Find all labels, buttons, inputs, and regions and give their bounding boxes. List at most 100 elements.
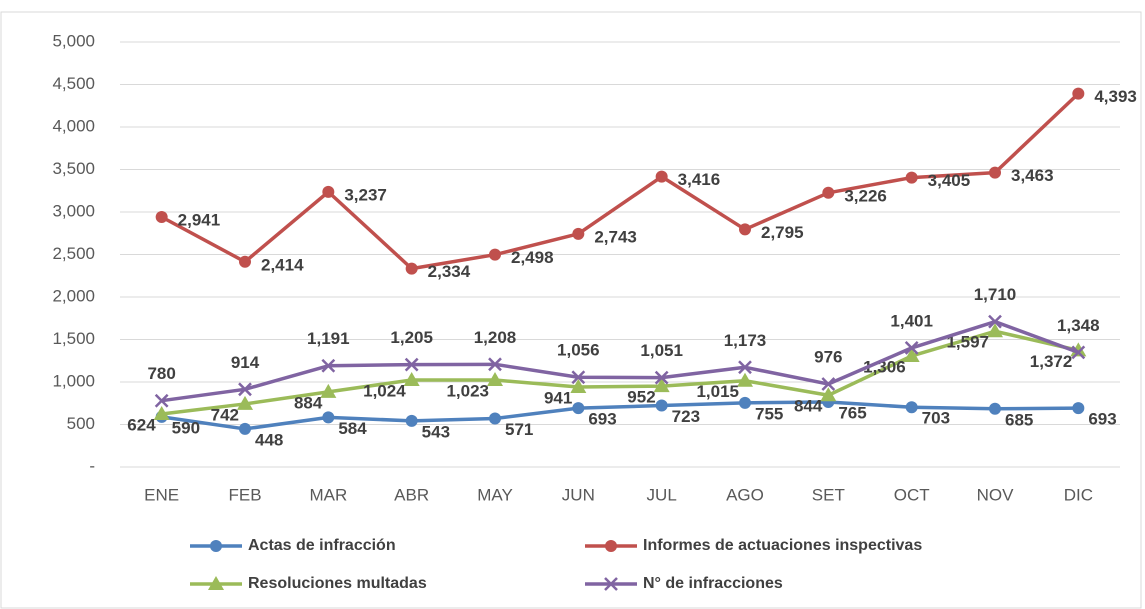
marker [655,399,668,412]
data-label: 1,051 [640,341,683,360]
legend-label: N° de infracciones [643,575,783,592]
marker [903,347,920,362]
legend-label: Actas de infracción [248,537,396,554]
data-label: 624 [127,415,156,434]
marker [739,223,751,236]
marker [571,370,586,385]
marker [653,378,670,393]
marker [239,255,251,268]
data-label: 2,334 [428,262,471,281]
marker [210,540,222,552]
data-label: 1,015 [696,382,739,401]
marker [572,402,585,415]
data-label: 2,941 [178,210,221,229]
series-line [160,92,1080,271]
marker [989,166,1001,179]
marker [655,170,668,183]
marker [822,186,835,199]
data-label: 844 [794,397,823,416]
data-label: 1,205 [390,328,433,347]
marker [405,262,418,275]
marker [155,211,168,224]
data-label: 2,414 [261,255,304,274]
marker [237,395,253,410]
y-tick-label: 3,000 [52,201,95,220]
marker [487,372,503,387]
marker [208,576,224,590]
marker [489,412,501,425]
data-label: 2,795 [761,223,804,242]
data-label: 914 [231,353,260,372]
chart-border [0,11,1142,609]
data-label: 1,024 [363,381,406,400]
data-label: 693 [588,410,616,429]
data-label: 976 [814,348,842,367]
y-tick-label: 2,500 [52,244,95,263]
data-label: 884 [294,393,323,412]
y-tick-label: 3,500 [52,159,95,178]
marker [238,382,252,397]
marker [320,383,337,398]
data-label: 952 [627,388,655,407]
data-label: 693 [1088,410,1116,429]
data-label: 685 [1005,410,1033,429]
x-tick-label: ENE [144,485,179,504]
data-label: 1,173 [724,331,767,350]
marker [488,357,502,372]
data-label: 3,237 [344,185,387,204]
series-line [161,400,1079,431]
y-tick-label: 1,000 [52,371,95,390]
y-tick-label: 4,000 [52,116,95,135]
x-tick-label: DIC [1064,485,1093,504]
data-label: 448 [255,430,283,449]
data-label: 3,463 [1011,166,1054,185]
marker [1072,402,1085,415]
data-label: 3,405 [928,171,971,190]
data-label: 941 [544,388,572,407]
legend-label: Resoluciones multadas [248,575,427,592]
data-label: 1,597 [946,333,989,352]
data-label: 780 [147,364,175,383]
marker [905,401,918,414]
x-tick-label: SET [812,485,845,504]
marker [1072,87,1085,100]
marker [322,411,335,424]
marker [604,577,618,591]
marker [321,358,336,373]
data-label: 590 [172,418,200,437]
data-label: 2,743 [594,227,637,246]
marker [154,393,169,408]
data-label: 723 [672,407,700,426]
x-tick-label: OCT [894,485,930,504]
data-label: 2,498 [511,248,554,267]
marker [322,185,335,198]
marker [737,372,753,387]
x-tick-label: ABR [394,485,429,504]
marker [405,414,418,427]
data-label: 543 [422,422,450,441]
data-label: 1,208 [474,328,517,347]
data-label: 1,348 [1057,316,1100,335]
marker [904,341,919,355]
data-label: 3,226 [844,186,887,205]
marker [820,387,837,402]
data-label: 1,401 [890,311,933,330]
data-label: 1,056 [557,341,600,360]
series-line [161,319,1079,403]
x-tick-label: MAR [309,485,347,504]
data-label: 703 [922,409,950,428]
y-tick-label: 1,500 [52,329,95,348]
marker [605,540,617,552]
data-label: 1,191 [307,329,350,348]
data-label: 571 [505,420,533,439]
y-tick-label: 5,000 [52,31,95,50]
data-label: 1,306 [863,357,906,376]
data-label: 584 [338,419,367,438]
data-label: 1,023 [446,382,489,401]
data-label: 3,416 [678,170,721,189]
x-tick-label: MAY [477,485,513,504]
data-label: 742 [211,405,239,424]
marker [905,171,918,184]
data-label: 1,710 [974,285,1017,304]
data-label: 4,393 [1094,87,1137,106]
